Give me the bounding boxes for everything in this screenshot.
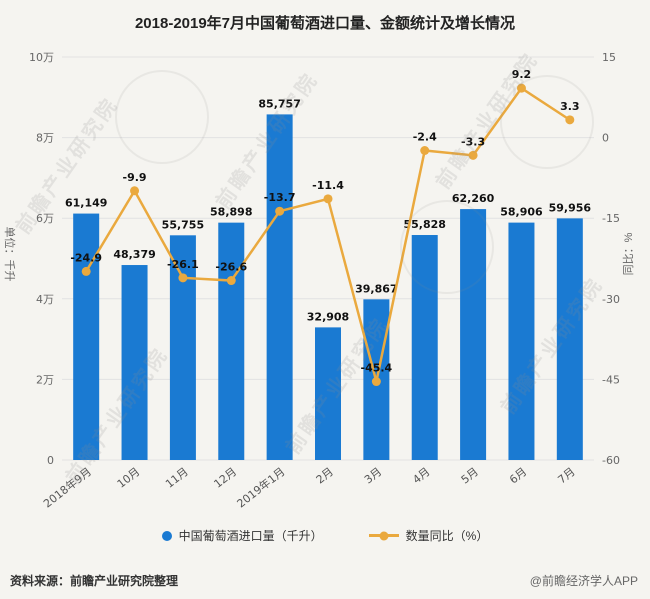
line-point <box>275 206 285 216</box>
bar <box>508 222 535 460</box>
line-value-label: 9.2 <box>512 68 532 81</box>
left-axis-tick: 8万 <box>36 132 54 145</box>
left-axis-tick: 6万 <box>36 212 54 225</box>
left-axis-unit-label: 单位：千升 <box>3 226 15 282</box>
bar-value-label: 61,149 <box>65 197 107 210</box>
legend-line-marker-icon <box>368 531 399 540</box>
legend-item-yoy: 数量同比（%） <box>368 527 489 544</box>
right-axis-tick: -60 <box>602 454 620 467</box>
credit-note: @前瞻经济学人APP <box>529 574 638 588</box>
right-axis-tick: 0 <box>602 132 609 145</box>
line-value-label: -26.1 <box>167 258 199 271</box>
chart-title: 2018-2019年7月中国葡萄酒进口量、金额统计及增长情况 <box>134 15 516 32</box>
x-axis-label: 10月 <box>115 465 143 491</box>
bar <box>411 235 438 460</box>
bar <box>460 209 487 460</box>
line-value-label: -13.7 <box>264 191 296 204</box>
x-axis-label: 7月 <box>555 465 577 486</box>
bar <box>218 222 245 460</box>
bar-value-label: 55,755 <box>162 218 204 231</box>
right-axis-unit-label: 同比：% <box>623 232 635 276</box>
right-axis-tick: 15 <box>602 51 616 64</box>
x-axis-label: 2018年9月 <box>40 464 94 510</box>
x-axis-label: 2019年1月 <box>234 464 288 510</box>
bar-value-label: 85,757 <box>258 97 300 110</box>
line-point <box>130 186 140 196</box>
x-axis-label: 4月 <box>410 465 432 486</box>
bar-value-label: 62,260 <box>452 192 495 205</box>
x-axis-label: 2月 <box>314 465 336 486</box>
line-point <box>81 266 91 276</box>
bar-value-label: 58,898 <box>210 206 252 219</box>
line-point <box>226 276 236 286</box>
line-value-label: -2.4 <box>413 130 437 143</box>
bar <box>121 265 148 460</box>
line-point <box>371 377 381 387</box>
bar <box>556 218 583 460</box>
data-source-note: 资料来源：前瞻产业研究院整理 <box>10 574 179 588</box>
left-axis-tick: 4万 <box>36 293 54 306</box>
bar-value-label: 39,867 <box>355 282 397 295</box>
x-axis-label: 11月 <box>163 465 191 491</box>
line-point <box>468 150 478 160</box>
line-point <box>516 83 526 93</box>
bar-value-label: 55,828 <box>404 218 446 231</box>
line-value-label: -45.4 <box>361 362 393 375</box>
x-axis-label: 3月 <box>362 465 384 486</box>
legend: 中国葡萄酒进口量（千升） 数量同比（%） <box>0 527 650 544</box>
legend-bar-marker-icon <box>161 530 172 541</box>
line-point <box>178 273 188 283</box>
legend-item-import-volume: 中国葡萄酒进口量（千升） <box>161 527 323 544</box>
bar <box>315 327 341 460</box>
bar-value-label: 59,956 <box>549 201 592 214</box>
line-value-label: -11.4 <box>312 179 344 192</box>
line-value-label: 3.3 <box>560 100 580 113</box>
x-axis-label: 12月 <box>211 465 239 491</box>
bar-value-label: 58,906 <box>500 206 543 219</box>
right-axis-tick: -15 <box>602 212 620 225</box>
legend-label-yoy: 数量同比（%） <box>405 529 489 543</box>
bar-value-label: 32,908 <box>307 310 349 323</box>
line-value-label: -24.9 <box>70 251 102 264</box>
bar <box>169 235 196 460</box>
line-point <box>323 194 333 204</box>
legend-label-import-volume: 中国葡萄酒进口量（千升） <box>178 529 323 543</box>
x-axis-label: 6月 <box>507 465 529 486</box>
left-axis-tick: 0 <box>47 454 54 467</box>
left-axis-tick: 2万 <box>36 373 54 386</box>
bar <box>266 114 293 460</box>
line-value-label: -3.3 <box>461 135 485 148</box>
x-axis-label: 5月 <box>459 465 481 486</box>
bar-value-label: 48,379 <box>113 248 155 261</box>
line-value-label: -26.6 <box>215 261 247 274</box>
line-point <box>565 115 575 125</box>
right-axis-tick: -30 <box>602 293 620 306</box>
left-axis-tick: 10万 <box>29 51 54 64</box>
line-value-label: -9.9 <box>123 171 147 184</box>
right-axis-tick: -45 <box>602 373 620 386</box>
line-point <box>420 145 430 155</box>
